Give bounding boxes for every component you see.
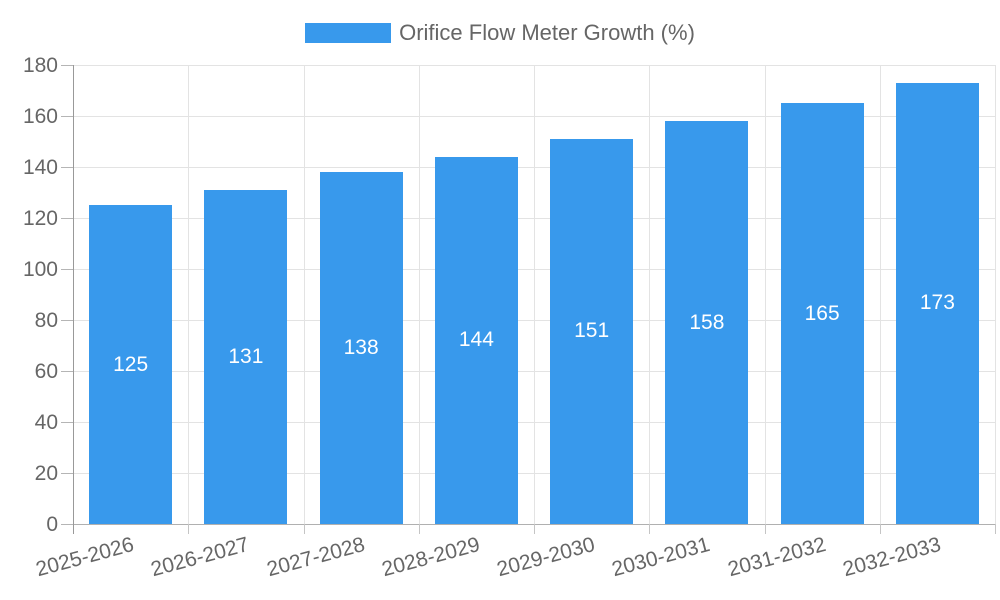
vertical-gridline [995,65,996,524]
vertical-gridline [534,65,535,524]
bar-value-label: 138 [343,336,379,360]
x-axis-category-label: 2028-2029 [379,533,483,582]
vertical-gridline [764,65,766,524]
x-axis-tick [879,524,881,534]
y-axis-tick [61,116,73,117]
vertical-gridline [879,65,881,524]
bar-value-label: 125 [113,352,149,376]
bar-value-label: 165 [804,301,840,325]
y-axis-tick [61,473,73,474]
x-axis-tick [418,524,420,534]
y-axis-tick-label: 100 [22,258,58,281]
y-axis-tick [61,524,73,525]
bar-value-label: 158 [689,310,725,334]
bar-2029-2030[interactable] [550,138,634,524]
vertical-gridline [649,65,651,524]
bar-2030-2031[interactable] [665,121,749,524]
x-axis-tick [303,524,305,534]
x-axis-tick [649,524,651,534]
y-axis-tick [61,167,73,168]
y-axis-tick-label: 120 [22,207,58,230]
bar-value-label: 131 [228,344,264,368]
y-axis-tick [61,422,73,423]
x-axis-category-label: 2032-2033 [840,533,944,582]
bar-value-label: 151 [574,319,610,343]
y-axis-tick-label: 20 [34,462,58,485]
x-axis-tick [188,524,190,534]
bar-2025-2026[interactable] [89,205,173,524]
x-axis-tick [534,524,535,534]
bar-2028-2029[interactable] [434,156,518,524]
bar-2032-2033[interactable] [895,82,979,524]
x-axis-category-label: 2027-2028 [264,533,368,582]
x-axis-category-label: 2031-2032 [725,533,829,582]
y-axis-line [73,65,74,534]
vertical-gridline [188,65,190,524]
bar-2027-2028[interactable] [319,172,403,524]
legend-swatch [305,23,392,43]
bar-value-label: 173 [919,291,955,315]
x-axis-category-label: 2029-2030 [494,533,598,582]
vertical-gridline [418,65,420,524]
y-axis-tick-label: 80 [34,309,58,332]
chart-legend-item[interactable]: Orifice Flow Meter Growth (%) [0,20,1000,45]
y-axis-tick [61,269,73,270]
bar-2026-2027[interactable] [204,189,288,524]
x-axis-category-label: 2030-2031 [609,533,713,582]
bar-value-label: 144 [458,328,494,352]
y-axis-tick-label: 160 [22,105,58,128]
y-axis-tick-label: 60 [34,360,58,383]
y-axis-tick-label: 180 [22,54,58,77]
y-axis-tick [61,218,73,219]
x-axis-category-label: 2026-2027 [148,533,252,582]
legend-label: Orifice Flow Meter Growth (%) [399,20,695,45]
y-axis-tick [61,320,73,321]
y-axis-tick-label: 0 [46,513,58,536]
x-axis-tick [764,524,766,534]
vertical-gridline [303,65,305,524]
x-axis-tick [995,524,996,534]
y-axis-tick [61,371,73,372]
y-axis-tick-label: 40 [34,411,58,434]
y-axis-tick [61,65,73,66]
x-axis-category-label: 2025-2026 [33,533,137,582]
y-axis-tick-label: 140 [22,156,58,179]
bar-2031-2032[interactable] [780,103,864,524]
